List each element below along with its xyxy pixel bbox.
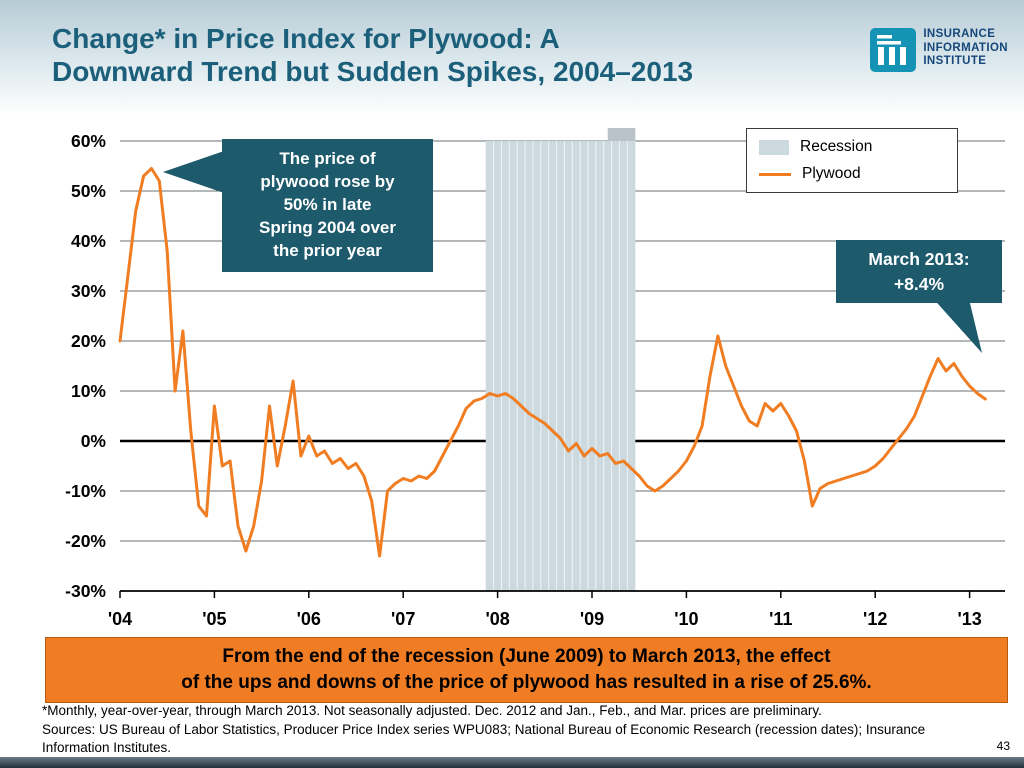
recession-swatch: [759, 139, 789, 155]
iii-logo-icon: [870, 28, 917, 72]
legend-item-plywood: Plywood: [759, 165, 945, 183]
logo-word-information: INFORMATION: [923, 41, 1008, 54]
recession-band: [485, 141, 636, 591]
y-tick-label: 20%: [71, 331, 106, 351]
x-tick-label: '07: [391, 609, 415, 629]
y-tick-label: -10%: [65, 481, 106, 501]
x-tick-label: '11: [769, 609, 792, 629]
header-band: [0, 0, 1024, 116]
iii-logo-text: INSURANCE INFORMATION INSTITUTE: [923, 28, 1008, 69]
summary-banner: From the end of the recession (June 2009…: [45, 637, 1008, 704]
callout-peak-pointer: [163, 151, 224, 193]
x-tick-label: '06: [297, 609, 321, 629]
x-tick-label: '09: [580, 609, 604, 629]
legend-label-plywood: Plywood: [802, 165, 861, 182]
callout-march-2013-pointer: [930, 295, 982, 353]
y-tick-label: 0%: [81, 431, 107, 451]
x-tick-label: '08: [485, 609, 509, 629]
y-tick-label: 10%: [71, 381, 106, 401]
bottom-bar: [0, 757, 1024, 768]
y-tick-label: 40%: [71, 231, 106, 251]
y-tick-label: -20%: [65, 531, 106, 551]
x-tick-label: '04: [108, 609, 132, 629]
sources: Sources: US Bureau of Labor Statistics, …: [42, 722, 926, 755]
page-title: Change* in Price Index for Plywood: A Do…: [52, 23, 694, 88]
callout-peak: The price of plywood rose by 50% in late…: [222, 139, 433, 272]
x-tick-label: '13: [957, 609, 981, 629]
x-tick-label: '10: [674, 609, 698, 629]
footnote: *Monthly, year-over-year, through March …: [42, 703, 822, 718]
page-number: 43: [996, 739, 1010, 753]
logo-word-institute: INSTITUTE: [923, 55, 987, 67]
legend-label-recession: Recession: [800, 138, 873, 155]
chart-canvas: '04 '05 '06 '07 '08 '09 '10 '11 '12 '13 60% 50% 40% 3…: [65, 128, 1005, 629]
chart-legend: Recession Plywood: [746, 128, 958, 193]
logo-word-insurance: INSURANCE: [923, 28, 996, 40]
x-tick-label: '05: [202, 609, 226, 629]
plywood-line: [118, 167, 987, 558]
iii-logo: INSURANCE INFORMATION INSTITUTE: [870, 28, 1008, 72]
y-tick-label: 60%: [71, 131, 106, 151]
y-tick-label: 50%: [71, 181, 106, 201]
plywood-price-chart: '04 '05 '06 '07 '08 '09 '10 '11 '12 '13 60% 50% 40% 3…: [0, 118, 1024, 640]
callout-march-2013: March 2013: +8.4%: [836, 240, 1002, 303]
y-tick-label: -30%: [65, 581, 106, 601]
x-tick-label: '12: [863, 609, 887, 629]
recession-band-cap: [607, 128, 636, 141]
legend-item-recession: Recession: [759, 138, 945, 156]
y-tick-label: 30%: [71, 281, 106, 301]
plywood-line-swatch: [759, 172, 791, 176]
